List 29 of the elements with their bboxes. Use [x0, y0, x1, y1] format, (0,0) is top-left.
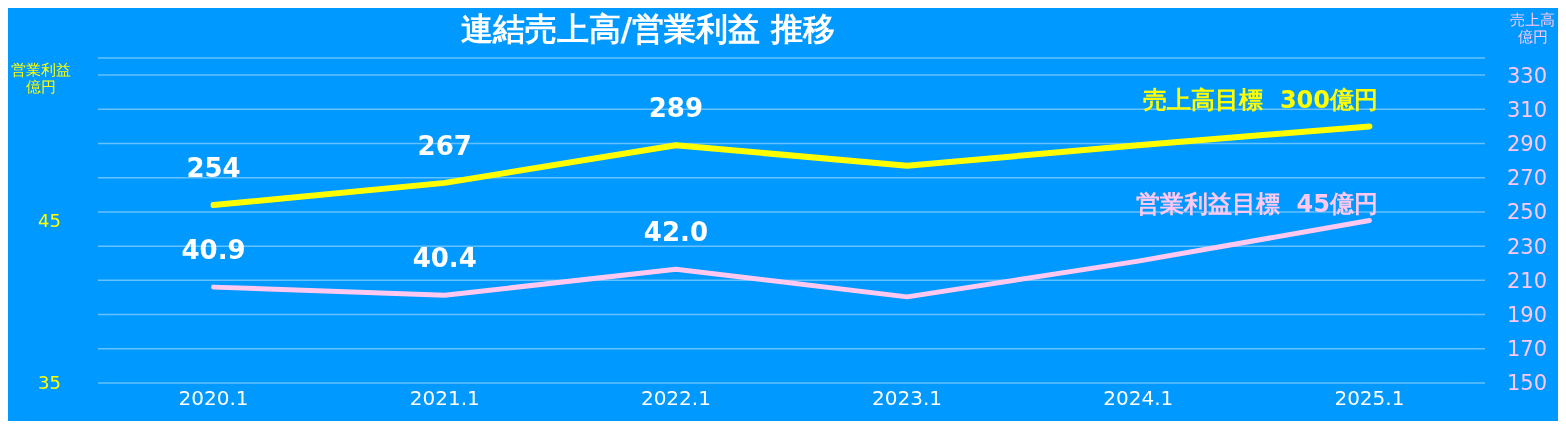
y2-tick-label: 150 — [1507, 371, 1548, 396]
chart-title: 連結売上高/営業利益 推移 — [459, 9, 837, 50]
y2-tick-label: 330 — [1507, 63, 1548, 88]
y2-tick-label: 190 — [1507, 303, 1548, 328]
y2-tick-label: 270 — [1507, 166, 1548, 191]
data-label: 40.4 — [412, 243, 477, 274]
y2-tick-label: 310 — [1507, 97, 1548, 122]
data-label: 40.9 — [181, 235, 246, 266]
x-tick-label: 2024.1 — [1103, 386, 1174, 411]
y-tick-label: 45 — [38, 209, 61, 231]
x-tick-label: 2025.1 — [1334, 386, 1405, 411]
annotation: 営業利益目標 45億円 — [1135, 189, 1378, 220]
y2-tick-label: 210 — [1507, 268, 1548, 293]
x-tick-label: 2021.1 — [409, 386, 480, 411]
y-tick-label: 35 — [38, 372, 61, 394]
data-label: 42.0 — [643, 217, 708, 248]
y2-tick-label: 290 — [1507, 131, 1548, 156]
x-tick-label: 2022.1 — [640, 386, 711, 411]
y2-axis-title: 売上高億円 — [1509, 11, 1556, 46]
x-tick-label: 2023.1 — [872, 386, 943, 411]
y2-tick-label: 250 — [1507, 200, 1548, 225]
x-tick-label: 2020.1 — [178, 386, 249, 411]
data-label: 254 — [186, 153, 241, 184]
annotation: 売上高目標 300億円 — [1143, 85, 1378, 116]
y2-tick-label: 170 — [1507, 337, 1548, 362]
y-axis-title: 営業利益億円 — [10, 61, 72, 96]
y2-tick-label: 230 — [1507, 234, 1548, 259]
data-label: 267 — [417, 130, 472, 161]
data-label: 289 — [648, 93, 704, 124]
